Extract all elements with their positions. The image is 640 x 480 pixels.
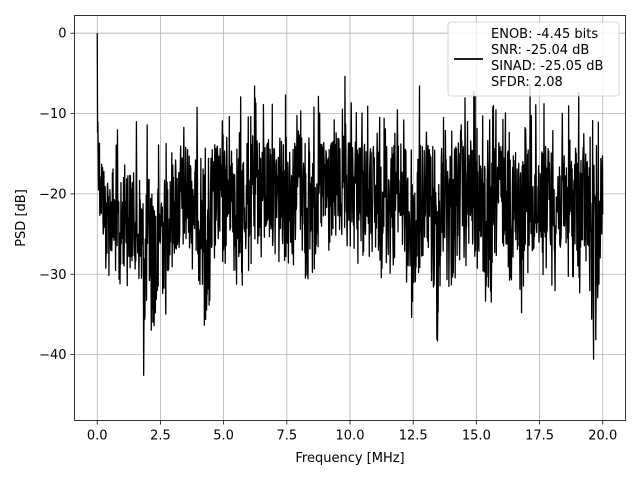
x-tick-label: 17.5 <box>525 429 554 444</box>
x-axis-label: Frequency [MHz] <box>295 451 404 466</box>
y-axis: 0 −10 −20 −30 −40 <box>39 27 75 363</box>
legend-entry-enob: ENOB: -4.45 bits <box>491 27 598 42</box>
legend-entry-sfdr: SFDR: 2.08 <box>491 75 563 90</box>
x-tick-label: 20.0 <box>588 429 617 444</box>
legend-box <box>447 21 620 97</box>
x-tick-label: 7.5 <box>276 429 297 444</box>
x-tick-label: 10.0 <box>336 429 365 444</box>
x-axis: 0.0 2.5 5.0 7.5 10.0 12.5 15.0 17.5 20.0 <box>87 420 617 444</box>
y-tick-label: −30 <box>39 268 66 283</box>
x-tick-label: 12.5 <box>399 429 428 444</box>
y-tick-label: 0 <box>58 27 66 42</box>
x-tick-label: 5.0 <box>213 429 234 444</box>
y-tick-label: −20 <box>39 187 66 202</box>
legend: ENOB: -4.45 bits SNR: -25.04 dB SINAD: -… <box>447 21 620 97</box>
y-axis-label: PSD [dB] <box>14 189 29 247</box>
x-tick-label: 2.5 <box>150 429 171 444</box>
x-tick-label: 0.0 <box>87 429 108 444</box>
legend-entry-sinad: SINAD: -25.05 dB <box>491 59 603 74</box>
y-tick-label: −40 <box>39 348 66 363</box>
psd-series-line <box>96 33 604 376</box>
legend-entry-snr: SNR: -25.04 dB <box>491 43 589 58</box>
x-tick-label: 15.0 <box>462 429 491 444</box>
y-tick-label: −10 <box>39 107 66 122</box>
series-layer <box>96 33 604 376</box>
